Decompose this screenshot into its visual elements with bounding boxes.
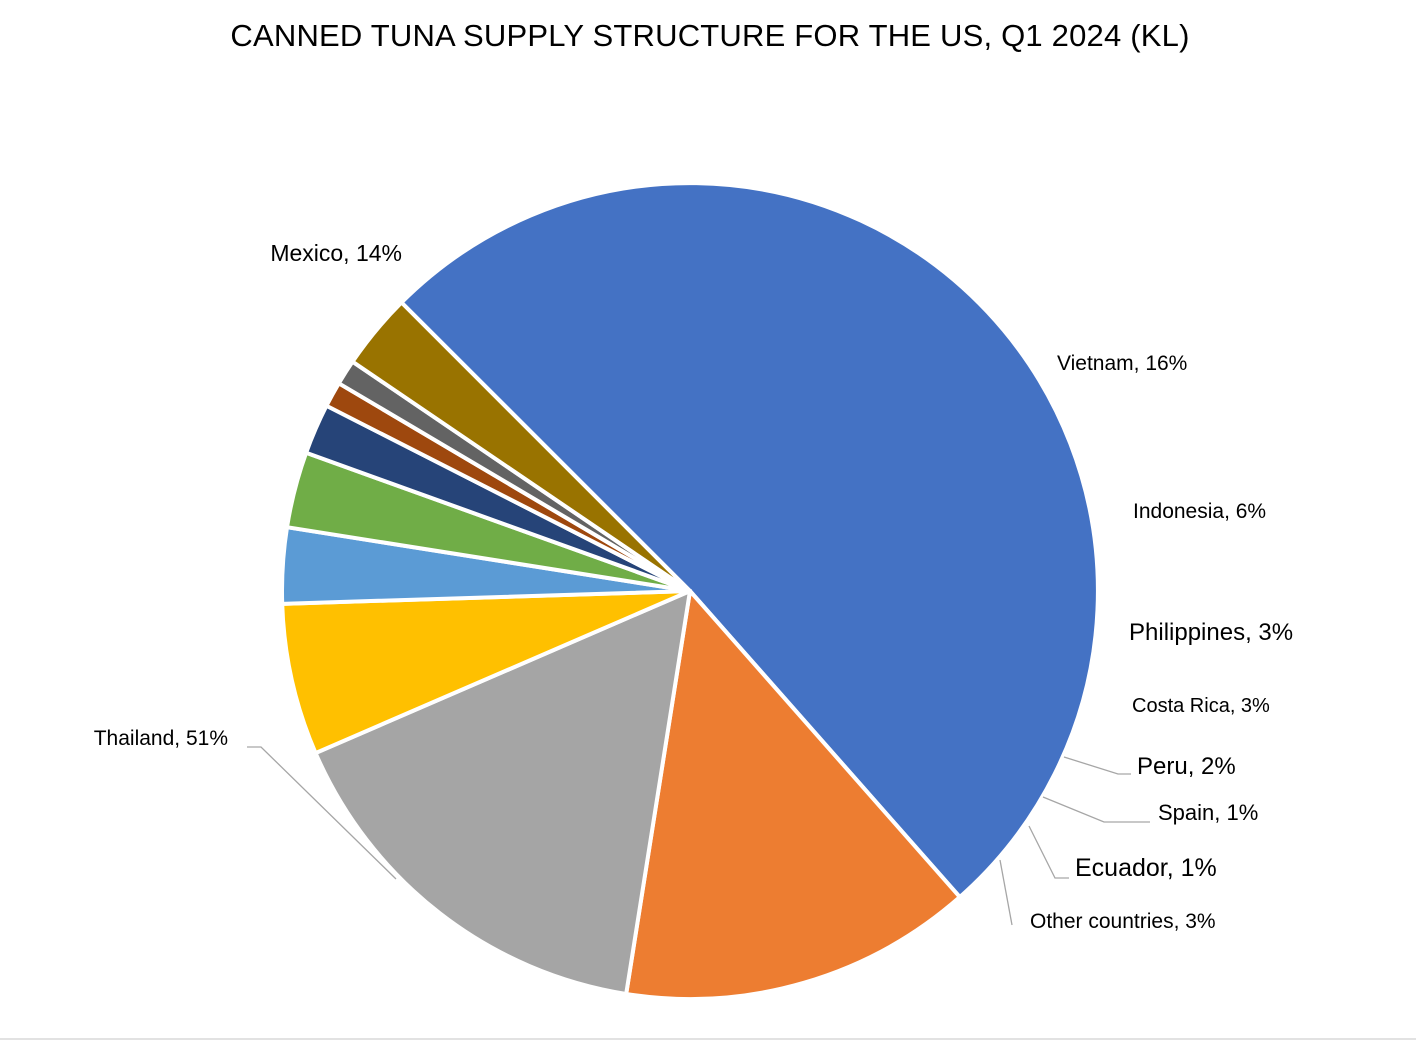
- data-label-costa-rica: Costa Rica, 3%: [1132, 695, 1270, 717]
- pie-slice-vietnam: [313, 589, 692, 996]
- data-label-spain: Spain, 1%: [1158, 800, 1258, 825]
- data-label-ecuador: Ecuador, 1%: [1075, 854, 1217, 882]
- data-label-other-countries: Other countries, 3%: [1030, 910, 1216, 933]
- data-label-vietnam: Vietnam, 16%: [1057, 352, 1187, 375]
- data-label-thailand: Thailand, 51%: [94, 727, 228, 750]
- leader-line-peru: [1063, 756, 1131, 775]
- pie-slice-indonesia: [280, 589, 692, 756]
- pie-slice-mexico: [624, 589, 962, 1002]
- leader-line-other-countries: [999, 859, 1013, 926]
- pie-slice-thailand: [399, 181, 1100, 900]
- data-label-mexico: Mexico, 14%: [270, 240, 402, 266]
- leader-line-thailand: [247, 746, 397, 880]
- data-label-philippines: Philippines, 3%: [1129, 619, 1293, 646]
- bottom-divider: [0, 1038, 1416, 1040]
- leader-line-ecuador: [1028, 825, 1069, 879]
- pie-slice-other-countries: [350, 300, 692, 593]
- data-label-indonesia: Indonesia, 6%: [1133, 500, 1266, 523]
- leader-line-spain: [1042, 796, 1150, 823]
- chart-title: CANNED TUNA SUPPLY STRUCTURE FOR THE US,…: [230, 18, 1190, 53]
- data-label-peru: Peru, 2%: [1137, 753, 1236, 780]
